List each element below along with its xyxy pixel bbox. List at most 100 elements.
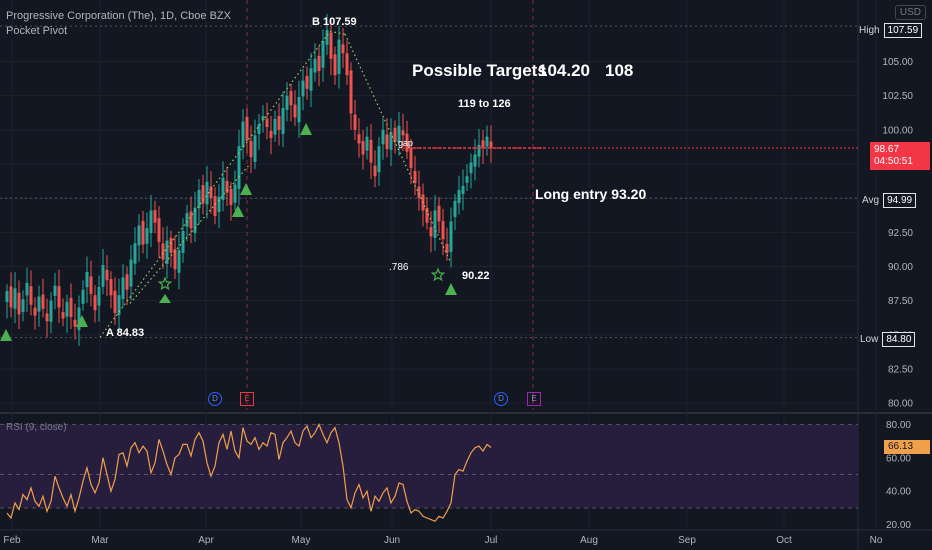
candle-body: [57, 286, 61, 308]
low-point-label: 90.22: [462, 270, 490, 282]
high-tag-value: 107.59: [883, 23, 923, 38]
low-tag-label: Low: [860, 334, 879, 345]
candle-body: [349, 70, 353, 114]
candle-body: [297, 97, 301, 123]
candle-body: [269, 130, 273, 139]
candle-body: [445, 243, 449, 253]
candle-body: [249, 140, 253, 158]
candle-body: [425, 207, 429, 223]
candle-body: [173, 249, 177, 270]
time-tick-label: Aug: [580, 535, 598, 546]
time-tick-label: Feb: [3, 535, 21, 546]
candle-body: [117, 295, 121, 316]
candle-body: [401, 130, 405, 136]
candle-body: [409, 147, 413, 169]
candle-body: [21, 299, 25, 312]
candle-body: [161, 243, 165, 260]
candle-body: [373, 165, 377, 177]
candle-body: [469, 162, 473, 174]
price-tick-label: 100.00: [882, 125, 913, 136]
candle-body: [453, 200, 457, 217]
candle-body: [209, 186, 213, 199]
rsi-band-fill: [0, 424, 858, 508]
candle-body: [129, 259, 133, 287]
point-b-label: B 107.59: [312, 16, 357, 28]
candle-body: [89, 276, 93, 294]
candle-body: [201, 185, 205, 204]
time-tick-label: Sep: [678, 535, 696, 546]
candle-body: [61, 312, 65, 319]
candle-body: [41, 294, 45, 309]
candle-body: [33, 307, 37, 316]
time-tick-label: May: [292, 535, 311, 546]
pocket-pivot-marker: [232, 205, 244, 217]
candle-body: [77, 307, 81, 331]
candle-body: [265, 118, 269, 128]
candle-body: [301, 80, 305, 97]
candle-body: [9, 286, 13, 308]
swing-line: [344, 33, 451, 262]
candle-body: [461, 185, 465, 194]
rsi-label[interactable]: RSI (9, close): [6, 422, 67, 433]
candle-body: [377, 146, 381, 173]
candle-body: [317, 55, 321, 72]
candle-body: [233, 184, 237, 203]
dividend-marker[interactable]: D: [494, 392, 508, 406]
currency-button[interactable]: USD: [894, 5, 926, 20]
candle-body: [405, 133, 409, 152]
low-tag: Low 84.80: [856, 332, 916, 347]
candle-body: [341, 44, 345, 54]
earnings-marker[interactable]: E: [240, 392, 254, 406]
rsi-value-tag: 66.13: [884, 440, 930, 454]
target-range: 119 to 126: [458, 98, 511, 110]
time-axis: Feb Mar Apr May Jun Jul Aug Sep Oct No: [0, 529, 932, 546]
candle-body: [473, 154, 477, 167]
avg-tag-value: 94.99: [883, 193, 917, 208]
candle-body: [477, 144, 481, 157]
candle-body: [133, 243, 137, 264]
symbol-title[interactable]: Progressive Corporation (The), 1D, Cboe …: [6, 10, 231, 22]
candle-body: [481, 140, 485, 148]
candle-body: [73, 319, 77, 327]
candle-body: [225, 180, 229, 193]
rsi-tick-label: 60.00: [886, 453, 911, 464]
candle-body: [465, 176, 469, 183]
price-tick-label: 92.50: [888, 228, 913, 239]
candle-body: [65, 302, 69, 317]
candle-body: [365, 136, 369, 151]
last-price: 98.67: [874, 144, 900, 155]
candle-body: [29, 286, 33, 305]
candle-body: [241, 121, 245, 148]
candle-body: [385, 134, 389, 149]
candle-body: [337, 39, 341, 74]
candle-body: [213, 196, 217, 216]
last-price-tag: 98.67 04:50:51: [870, 142, 930, 170]
candle-body: [121, 277, 125, 300]
candles: [5, 13, 493, 523]
targets-label: Possible Targets: [412, 61, 547, 80]
pocket-pivot-marker: [240, 183, 252, 195]
indicator-label[interactable]: Pocket Pivot: [6, 25, 68, 37]
price-tick-label: 87.50: [888, 296, 913, 307]
candle-body: [309, 68, 313, 91]
price-tick-label: 80.00: [888, 399, 913, 410]
candle-body: [193, 207, 197, 233]
candle-body: [141, 220, 145, 245]
price-tick-label: 105.00: [882, 57, 913, 68]
candle-body: [393, 127, 397, 143]
time-tick-label: Jul: [485, 535, 498, 546]
long-entry-label: Long entry 93.20: [535, 186, 647, 202]
candle-body: [221, 177, 225, 200]
pocket-pivot-marker: [300, 123, 312, 135]
avg-tag: Avg 94.99: [858, 193, 917, 208]
earnings-marker[interactable]: E: [527, 392, 541, 406]
candle-body: [281, 107, 285, 135]
candle-body: [369, 139, 373, 163]
dividend-marker[interactable]: D: [208, 392, 222, 406]
candle-body: [113, 290, 117, 313]
candle-body: [293, 104, 297, 118]
candle-body: [37, 296, 41, 312]
candle-body: [149, 210, 153, 234]
